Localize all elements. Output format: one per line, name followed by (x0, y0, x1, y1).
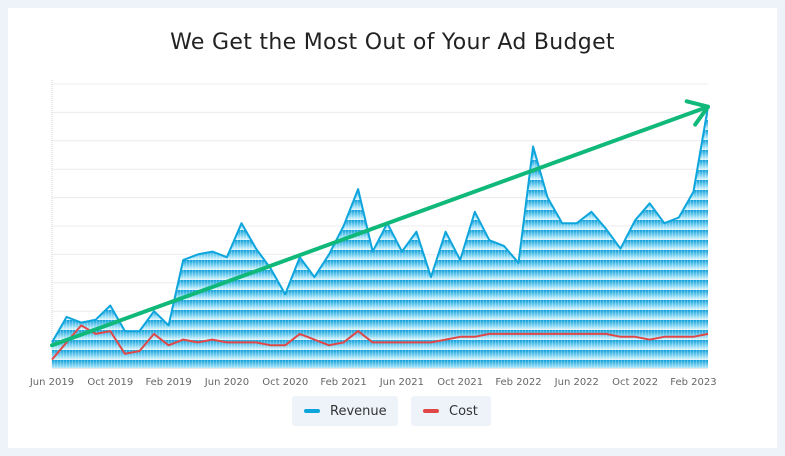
trend-arrow-line (50, 104, 710, 348)
trend-arrow-head-icon (684, 99, 710, 127)
x-tick-label: Jun 2020 (204, 377, 249, 388)
legend-label-cost: Cost (449, 403, 478, 419)
x-tick-label: Jun 2019 (29, 377, 74, 388)
legend-swatch-cost (423, 409, 439, 413)
x-tick-label: Feb 2019 (145, 377, 191, 388)
x-tick-label: Oct 2019 (87, 377, 133, 388)
x-tick-label: Feb 2022 (495, 377, 541, 388)
x-tick-label: Feb 2023 (670, 377, 716, 388)
x-tick-label: Oct 2021 (437, 377, 483, 388)
x-tick-label: Jun 2022 (554, 377, 599, 388)
revenue-line (51, 106, 709, 343)
revenue-area (52, 106, 708, 368)
x-tick-label: Feb 2021 (320, 377, 366, 388)
legend-item-cost[interactable]: Cost (411, 396, 491, 426)
legend: Revenue Cost (0, 396, 785, 426)
legend-label-revenue: Revenue (330, 403, 387, 419)
x-tick-label: Jun 2021 (379, 377, 424, 388)
x-tick-label: Oct 2020 (262, 377, 308, 388)
x-tick-label: Oct 2022 (612, 377, 658, 388)
legend-item-revenue[interactable]: Revenue (292, 396, 398, 426)
chart-title: We Get the Most Out of Your Ad Budget (170, 30, 615, 55)
cost-line (51, 324, 709, 361)
legend-swatch-revenue (304, 409, 320, 413)
